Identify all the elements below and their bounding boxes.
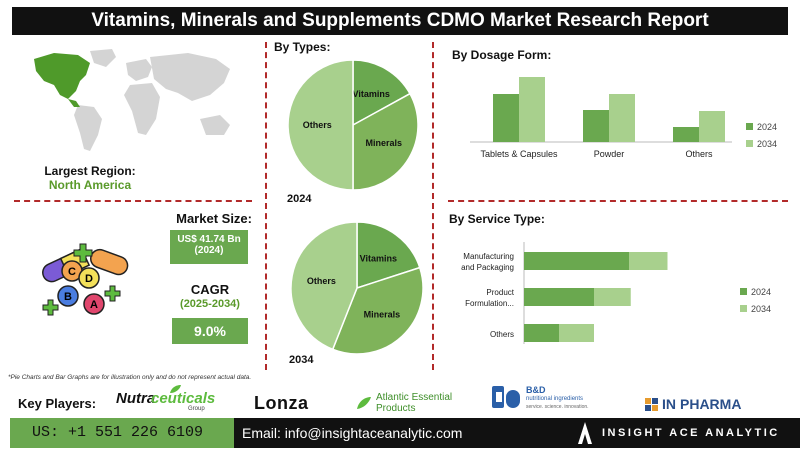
footer-bar: Email: info@insightaceanalytic.com INSIG… xyxy=(234,418,800,448)
logo-nutraceuticals: Nutra ceuticals Group xyxy=(116,384,215,414)
bd-sub-text: nutritional ingredients xyxy=(526,396,584,402)
inpharma-in-text: IN xyxy=(662,396,676,412)
bar-2024-0 xyxy=(524,252,629,270)
inpharma-mark-icon xyxy=(645,398,658,411)
map-central-america xyxy=(68,99,80,107)
legend-label-2034: 2034 xyxy=(751,304,771,314)
bar-2034-2 xyxy=(699,111,725,142)
cagr-value: 9.0% xyxy=(172,318,248,344)
divider-left xyxy=(265,42,267,370)
supplements-illustration: C D B A xyxy=(42,243,129,316)
pie-label-minerals: Minerals xyxy=(366,138,403,148)
pie-slice-minerals xyxy=(352,92,419,191)
region-label: Largest Region: xyxy=(44,164,136,178)
cagr-period: (2025-2034) xyxy=(180,298,240,310)
category-label: Tablets & Capsules xyxy=(480,149,558,159)
ceuticals-text: ceuticals xyxy=(151,390,216,407)
bar-2024-1 xyxy=(524,288,594,306)
key-players-label: Key Players: xyxy=(18,396,97,411)
bar-2024-2 xyxy=(524,324,559,342)
bar-2034-0 xyxy=(519,77,545,142)
footer-email[interactable]: Email: info@insightaceanalytic.com xyxy=(242,425,463,441)
bar-2034-1 xyxy=(609,94,635,142)
pie-slice-others xyxy=(287,59,354,191)
market-size-label: Market Size: xyxy=(176,211,252,226)
svg-text:A: A xyxy=(90,299,98,311)
pie-slice-others xyxy=(290,221,358,351)
map-asia xyxy=(150,53,230,101)
pie-chart-2024: Vitamins Minerals Others xyxy=(287,59,419,191)
map-north-america xyxy=(34,53,90,99)
dosage-bar-chart: Tablets & Capsules Powder Others 2024 2034 xyxy=(470,77,777,159)
service-bar-chart: Manufacturing and Packaging Product Formula… xyxy=(461,242,771,344)
atlantic-sub-text: Products xyxy=(376,403,416,414)
market-size-value: US$ 41.74 Bn xyxy=(177,234,241,245)
footer-brand: INSIGHT ACE ANALYTIC xyxy=(602,427,780,439)
market-size-box: US$ 41.74 Bn (2024) xyxy=(170,230,248,264)
logo-bd: B&D nutritional ingredients service. sci… xyxy=(492,384,602,414)
world-map xyxy=(34,49,230,151)
bd-text: B&D xyxy=(526,385,546,395)
svg-text:D: D xyxy=(85,273,93,285)
pie-2034-year: 2034 xyxy=(289,354,314,366)
map-greenland xyxy=(90,49,116,67)
category-label: Powder xyxy=(594,149,625,159)
service-title: By Service Type: xyxy=(449,212,545,226)
pie-2024-year: 2024 xyxy=(287,193,312,205)
legend-swatch-2034 xyxy=(740,305,747,312)
divider-right xyxy=(432,42,434,370)
leaf-icon xyxy=(170,385,181,393)
atlantic-text: Atlantic Essential xyxy=(376,392,453,403)
pie-label-others: Others xyxy=(307,276,336,286)
brand-logo-icon xyxy=(578,422,592,444)
footer-phone[interactable]: US: +1 551 226 6109 xyxy=(10,418,234,448)
region-value: North America xyxy=(48,178,132,192)
legend-label-2024: 2024 xyxy=(757,122,777,132)
report-title: Vitamins, Minerals and Supplements CDMO … xyxy=(12,7,788,35)
map-south-america xyxy=(74,105,102,151)
category-label: Others xyxy=(490,330,514,339)
pie-label-vitamins: Vitamins xyxy=(360,254,397,264)
disclaimer: *Pie Charts and Bar Graphs are for illus… xyxy=(8,374,252,381)
bd-mark-icon xyxy=(492,386,520,408)
cagr-label: CAGR xyxy=(190,282,230,297)
legend-label-2024: 2024 xyxy=(751,287,771,297)
inpharma-pharma-text: PHARMA xyxy=(680,396,742,412)
divider-right-horizontal xyxy=(448,200,788,202)
category-label: Others xyxy=(685,149,713,159)
pie-slice-vitamins xyxy=(356,221,421,290)
market-size-year: (2024) xyxy=(194,245,224,256)
logo-atlantic: Atlantic Essential Products xyxy=(356,392,466,416)
category-label: Product Formulation... xyxy=(465,288,515,308)
bd-tag-text: service. science. innovation. xyxy=(526,404,589,410)
logo-inpharma: IN PHARMA xyxy=(645,396,755,414)
category-label: Manufacturing and Packaging xyxy=(461,252,514,272)
nutra-group-text: Group xyxy=(188,406,205,412)
types-title: By Types: xyxy=(274,40,331,54)
bar-2024-2 xyxy=(673,127,699,142)
pie-slice-minerals xyxy=(331,266,424,355)
pie-label-vitamins: Vitamins xyxy=(353,89,390,99)
legend-swatch-2034 xyxy=(746,140,753,147)
nutra-text: Nutra xyxy=(116,390,156,407)
leaf-icon xyxy=(357,397,371,409)
bar-2024-1 xyxy=(583,110,609,142)
map-europe xyxy=(126,59,152,81)
legend-swatch-2024 xyxy=(746,123,753,130)
legend-swatch-2024 xyxy=(740,288,747,295)
bar-2024-0 xyxy=(493,94,519,142)
map-australia xyxy=(200,115,230,135)
dosage-title: By Dosage Form: xyxy=(452,48,552,62)
logo-lonza: Lonza xyxy=(254,393,309,413)
pie-slice-vitamins xyxy=(352,59,411,127)
map-africa xyxy=(124,83,160,135)
legend-label-2034: 2034 xyxy=(757,139,777,149)
svg-text:C: C xyxy=(68,266,76,278)
pie-chart-2034: Vitamins Minerals Others xyxy=(290,221,424,355)
svg-text:B: B xyxy=(64,291,72,303)
pie-label-others: Others xyxy=(303,120,332,130)
divider-left-horizontal xyxy=(14,200,252,202)
pie-label-minerals: Minerals xyxy=(364,309,401,319)
